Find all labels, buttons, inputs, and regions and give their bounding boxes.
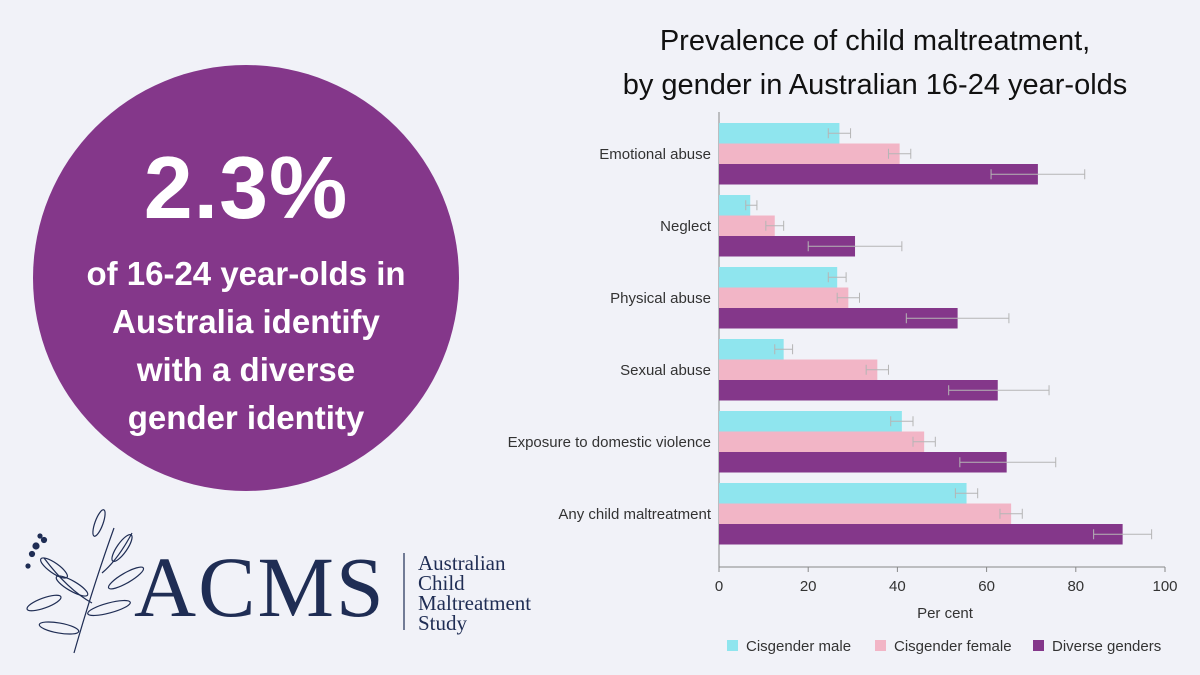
bar-chart: Prevalence of child maltreatment, by gen… <box>508 25 1178 655</box>
category-label: Physical abuse <box>610 290 711 307</box>
x-axis-title: Per cent <box>917 605 974 622</box>
bar <box>719 411 902 432</box>
bar <box>719 431 925 452</box>
category-label: Neglect <box>660 218 712 235</box>
logo-line-1: Australian <box>418 551 506 575</box>
category-label: Exposure to domestic violence <box>508 434 711 451</box>
bar <box>719 287 849 308</box>
legend-swatch <box>875 640 886 651</box>
bar <box>719 524 1123 545</box>
category-label: Emotional abuse <box>599 146 711 163</box>
legend-label: Diverse genders <box>1052 638 1161 655</box>
bar <box>719 195 751 216</box>
bar <box>719 267 838 288</box>
x-tick-label: 0 <box>715 578 723 595</box>
bar <box>719 308 958 329</box>
stat-text: of 16-24 year-olds in Australia identify… <box>86 255 406 436</box>
logo-acronym: ACMS <box>134 539 386 635</box>
legend-swatch <box>727 640 738 651</box>
x-tick-label: 40 <box>889 578 906 595</box>
legend-label: Cisgender female <box>894 638 1012 655</box>
x-tick-label: 100 <box>1152 578 1177 595</box>
bar <box>719 483 967 504</box>
bar <box>719 380 998 401</box>
category-label: Any child maltreatment <box>558 506 711 523</box>
logo-line-2: Child <box>418 571 465 595</box>
legend-swatch <box>1033 640 1044 651</box>
bar <box>719 339 784 360</box>
chart-title-line-1: Prevalence of child maltreatment, <box>660 25 1090 57</box>
logo-line-3: Maltreatment <box>418 591 531 615</box>
bar <box>719 236 856 257</box>
bar <box>719 123 840 144</box>
bar <box>719 503 1012 524</box>
eucalyptus-branch-icon <box>25 509 145 654</box>
acms-logo: ACMS Australian Child Maltreatment Study <box>25 509 531 654</box>
bar <box>719 359 878 380</box>
bar <box>719 215 775 236</box>
bar <box>719 452 1007 473</box>
stat-value: 2.3% <box>143 138 349 237</box>
x-tick-label: 60 <box>978 578 995 595</box>
bar <box>719 164 1038 185</box>
logo-line-4: Study <box>418 611 468 635</box>
bar <box>719 143 900 164</box>
legend-label: Cisgender male <box>746 638 851 655</box>
category-label: Sexual abuse <box>620 362 711 379</box>
chart-title-line-2: by gender in Australian 16-24 year-olds <box>623 69 1128 101</box>
x-tick-label: 20 <box>800 578 817 595</box>
x-tick-label: 80 <box>1067 578 1084 595</box>
stat-circle: 2.3% of 16-24 year-olds in Australia ide… <box>33 65 459 491</box>
